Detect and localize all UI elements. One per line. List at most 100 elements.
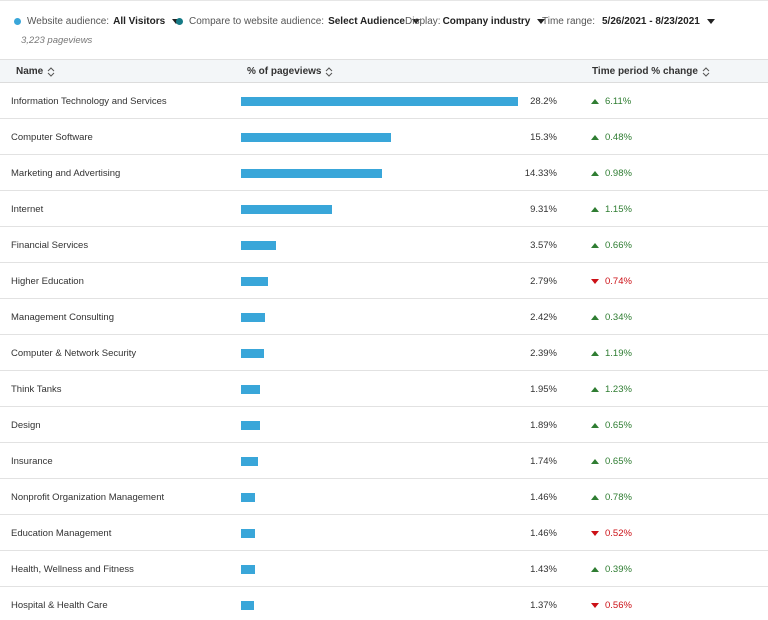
table-row[interactable]: Information Technology and Services 28.2%… (0, 83, 768, 119)
website-audience-value: All Visitors (113, 16, 166, 27)
pageview-bar (241, 349, 264, 358)
time-range-dropdown[interactable]: Time range: 5/26/2021 - 8/23/2021 (542, 16, 715, 27)
period-change: 0.56% (591, 600, 632, 611)
pageview-percent: 28.2% (530, 96, 557, 107)
triangle-up-icon (591, 495, 599, 500)
pct-column-header[interactable]: % of pageviews (247, 66, 333, 77)
triangle-up-icon (591, 351, 599, 356)
pageview-bar (241, 277, 268, 286)
pageview-percent: 14.33% (524, 168, 557, 179)
period-change: 0.98% (591, 168, 632, 179)
period-change: 1.15% (591, 204, 632, 215)
name-column-header[interactable]: Name (16, 66, 55, 77)
period-change: 0.34% (591, 312, 632, 323)
change-value: 0.65% (605, 456, 632, 467)
change-value: 6.11% (605, 96, 632, 107)
table-header: Name % of pageviews Time period % change (0, 59, 768, 83)
compare-audience-dot-icon (176, 18, 183, 25)
period-change: 0.78% (591, 492, 632, 503)
industry-name: Computer Software (11, 132, 93, 143)
triangle-up-icon (591, 171, 599, 176)
table-row[interactable]: Think Tanks 1.95% 1.23% (0, 371, 768, 407)
table-row[interactable]: Financial Services 3.57% 0.66% (0, 227, 768, 263)
pageview-bar (241, 529, 255, 538)
triangle-up-icon (591, 567, 599, 572)
change-header-label: Time period % change (592, 66, 698, 77)
change-value: 0.39% (605, 564, 632, 575)
compare-audience-label: Compare to website audience: (189, 16, 325, 27)
table-row[interactable]: Higher Education 2.79% 0.74% (0, 263, 768, 299)
caret-down-icon (537, 19, 546, 24)
triangle-down-icon (591, 531, 599, 536)
pageview-bar (241, 241, 276, 250)
period-change: 0.39% (591, 564, 632, 575)
pageview-percent: 9.31% (530, 204, 557, 215)
sort-icon (702, 66, 710, 77)
table-row[interactable]: Health, Wellness and Fitness 1.43% 0.39% (0, 551, 768, 587)
industry-name: Insurance (11, 456, 53, 467)
pageview-bar (241, 97, 518, 106)
industry-name: Marketing and Advertising (11, 168, 121, 179)
pageview-percent: 1.46% (530, 492, 557, 503)
compare-audience-dropdown[interactable]: Compare to website audience: Select Audi… (176, 16, 420, 27)
pageview-bar (241, 421, 260, 430)
change-column-header[interactable]: Time period % change (592, 66, 710, 77)
table-row[interactable]: Design 1.89% 0.65% (0, 407, 768, 443)
pageviews-count: 3,223 pageviews (21, 35, 93, 46)
change-value: 0.48% (605, 132, 632, 143)
period-change: 0.48% (591, 132, 632, 143)
change-value: 0.74% (605, 276, 632, 287)
pageview-percent: 1.37% (530, 600, 557, 611)
change-value: 1.19% (605, 348, 632, 359)
sort-icon (47, 66, 55, 77)
caret-down-icon (706, 19, 715, 24)
triangle-up-icon (591, 135, 599, 140)
change-value: 1.23% (605, 384, 632, 395)
pageview-bar (241, 133, 391, 142)
pageview-percent: 2.79% (530, 276, 557, 287)
caret-down-icon (411, 19, 420, 24)
table-row[interactable]: Nonprofit Organization Management 1.46% 0.… (0, 479, 768, 515)
display-dropdown[interactable]: Display: Company industry (405, 16, 546, 27)
triangle-down-icon (591, 279, 599, 284)
filter-bar: Website audience: All Visitors Compare t… (0, 0, 768, 58)
name-header-label: Name (16, 66, 44, 77)
table-row[interactable]: Computer Software 15.3% 0.48% (0, 119, 768, 155)
display-label: Display: (405, 16, 441, 27)
industry-name: Hospital & Health Care (11, 600, 108, 611)
compare-audience-value: Select Audience (328, 16, 405, 27)
period-change: 6.11% (591, 96, 631, 107)
industry-name: Management Consulting (11, 312, 114, 323)
table-row[interactable]: Management Consulting 2.42% 0.34% (0, 299, 768, 335)
triangle-up-icon (591, 207, 599, 212)
table-row[interactable]: Hospital & Health Care 1.37% 0.56% (0, 587, 768, 620)
triangle-up-icon (591, 387, 599, 392)
industry-name: Higher Education (11, 276, 84, 287)
triangle-up-icon (591, 459, 599, 464)
triangle-up-icon (591, 315, 599, 320)
pageview-bar (241, 313, 265, 322)
website-audience-dropdown[interactable]: Website audience: All Visitors (14, 16, 181, 27)
period-change: 0.65% (591, 456, 632, 467)
change-value: 0.65% (605, 420, 632, 431)
pageview-bar (241, 205, 332, 214)
change-value: 1.15% (605, 204, 632, 215)
table-row[interactable]: Computer & Network Security 2.39% 1.19% (0, 335, 768, 371)
table-row[interactable]: Education Management 1.46% 0.52% (0, 515, 768, 551)
table-row[interactable]: Internet 9.31% 1.15% (0, 191, 768, 227)
industry-name: Internet (11, 204, 44, 215)
change-value: 0.34% (605, 312, 632, 323)
table-row[interactable]: Marketing and Advertising 14.33% 0.98% (0, 155, 768, 191)
pageview-bar (241, 493, 255, 502)
industry-name: Design (11, 420, 41, 431)
time-range-value: 5/26/2021 - 8/23/2021 (601, 16, 700, 27)
table-row[interactable]: Insurance 1.74% 0.65% (0, 443, 768, 479)
time-range-label: Time range: (542, 16, 595, 27)
industry-name: Computer & Network Security (11, 348, 137, 359)
triangle-up-icon (591, 243, 599, 248)
pageview-percent: 1.46% (530, 528, 557, 539)
industry-name: Financial Services (11, 240, 89, 251)
change-value: 0.56% (605, 600, 632, 611)
industry-name: Information Technology and Services (11, 96, 167, 107)
pageview-percent: 2.42% (530, 312, 557, 323)
